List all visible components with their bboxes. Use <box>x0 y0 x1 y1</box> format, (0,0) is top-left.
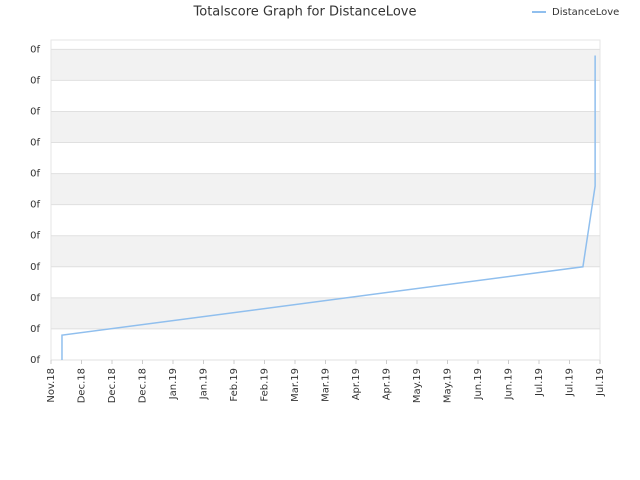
series-line <box>61 55 596 360</box>
chart-title: Totalscore Graph for DistanceLove <box>193 5 417 20</box>
x-tick-label: Dec.18 <box>138 368 149 403</box>
grid-band <box>51 40 600 50</box>
y-tick-label: 0f <box>30 293 40 304</box>
x-tick-label: Jan.19 <box>168 368 179 400</box>
y-tick-label: 0f <box>30 75 40 86</box>
grid-band <box>51 266 600 298</box>
grid-band <box>51 142 600 174</box>
y-tick-label: 0f <box>30 169 40 180</box>
x-tick-label: Feb.19 <box>229 368 240 402</box>
y-tick-label: 0f <box>30 262 40 273</box>
x-tick-label: Mar.19 <box>321 368 332 402</box>
x-tick-label: Apr.19 <box>351 368 362 400</box>
grid-band <box>51 80 600 112</box>
x-tick-label: May.19 <box>443 368 454 403</box>
x-tick-label: Nov.18 <box>46 368 57 403</box>
x-tick-label: Jun.19 <box>504 368 515 401</box>
x-tick-label: Dec.18 <box>77 368 88 403</box>
y-tick-label: 0f <box>30 44 40 55</box>
x-tick-label: Jul.19 <box>534 368 545 397</box>
x-tick-label: Dec.18 <box>107 368 118 403</box>
grid-band <box>51 297 600 329</box>
x-tick-label: May.19 <box>412 368 423 403</box>
grid-band <box>51 235 600 267</box>
grid-band <box>51 173 600 205</box>
x-tick-label: Jan.19 <box>199 368 210 400</box>
grid-band <box>51 111 600 143</box>
x-tick-label: Mar.19 <box>290 368 301 402</box>
y-tick-label: 0f <box>30 355 40 366</box>
y-tick-label: 0f <box>30 200 40 211</box>
x-tick-label: Jul.19 <box>565 368 576 397</box>
x-tick-label: Jun.19 <box>473 368 484 401</box>
legend-label: DistanceLove <box>552 7 619 18</box>
x-tick-label: Apr.19 <box>382 368 393 400</box>
y-tick-label: 0f <box>30 231 40 242</box>
grid-band <box>51 49 600 81</box>
x-tick-label: Feb.19 <box>260 368 271 402</box>
grid-band <box>51 328 600 360</box>
y-tick-label: 0f <box>30 138 40 149</box>
x-tick-label: Jul.19 <box>595 368 606 397</box>
y-tick-label: 0f <box>30 324 40 335</box>
grid-band <box>51 204 600 236</box>
y-tick-label: 0f <box>30 106 40 117</box>
